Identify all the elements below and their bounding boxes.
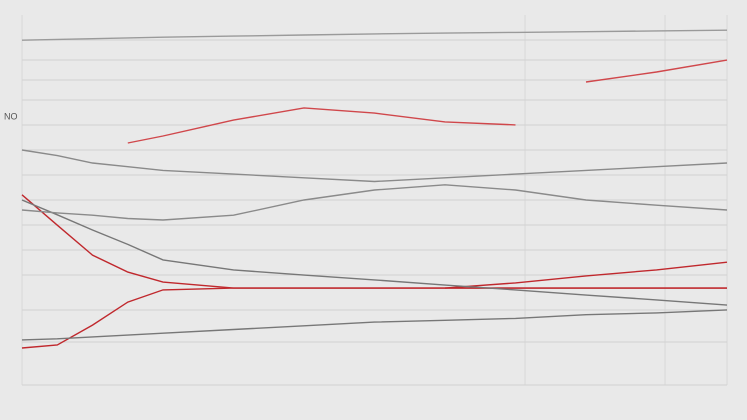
series-line — [21, 309, 728, 341]
annotation: NO — [4, 111, 18, 121]
series-line — [21, 184, 728, 221]
series-line — [21, 194, 727, 289]
series-line — [21, 149, 728, 183]
background-rules — [21, 15, 728, 386]
series-line — [585, 59, 728, 83]
series-line — [444, 261, 728, 289]
series-line — [21, 29, 728, 41]
series-line — [21, 199, 728, 306]
series-line — [127, 107, 516, 144]
